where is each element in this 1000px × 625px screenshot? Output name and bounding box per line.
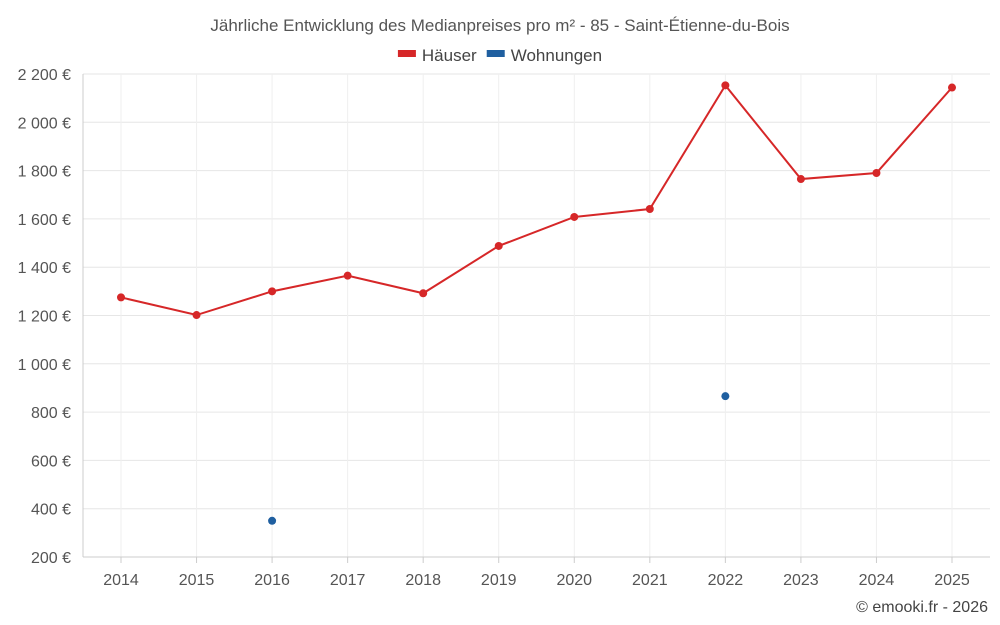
x-tick-label: 2015 xyxy=(179,572,215,589)
x-tick-label: 2025 xyxy=(934,572,970,589)
series-layer xyxy=(117,81,956,525)
data-point-h-user-2024[interactable] xyxy=(872,169,881,178)
legend-item-h-user[interactable]: Häuser xyxy=(397,46,477,65)
y-tick-label: 1 200 € xyxy=(18,309,71,326)
x-tick-label: 2019 xyxy=(481,572,517,589)
x-tick-label: 2023 xyxy=(783,572,819,589)
legend-label-h-user: Häuser xyxy=(422,46,477,65)
x-tick-label: 2016 xyxy=(254,572,290,589)
y-tick-label: 1 000 € xyxy=(18,357,71,374)
x-tick-label: 2021 xyxy=(632,572,668,589)
legend-item-wohnungen[interactable]: Wohnungen xyxy=(486,46,602,65)
legend-swatch-wohnungen xyxy=(486,50,505,57)
x-tick-label: 2017 xyxy=(330,572,366,589)
axes xyxy=(82,74,990,558)
data-point-h-user-2020[interactable] xyxy=(570,212,579,221)
credit-text: © emooki.fr - 2026 xyxy=(856,599,988,616)
y-tick-label: 2 200 € xyxy=(18,67,71,84)
series-line-h-user xyxy=(120,83,953,317)
legend[interactable]: Häuser Wohnungen xyxy=(397,46,602,65)
y-tick-label: 2 000 € xyxy=(18,115,71,132)
data-point-h-user-2018[interactable] xyxy=(419,289,428,298)
y-tick-label: 800 € xyxy=(31,405,71,422)
x-tick-label: 2014 xyxy=(103,572,139,589)
data-point-wohnungen-2016[interactable] xyxy=(268,516,277,525)
data-point-h-user-2014[interactable] xyxy=(117,293,125,302)
data-point-h-user-2016[interactable] xyxy=(268,287,277,296)
data-point-h-user-2023[interactable] xyxy=(796,175,805,184)
data-point-h-user-2022[interactable] xyxy=(721,81,730,90)
data-point-h-user-2017[interactable] xyxy=(343,271,352,280)
data-point-h-user-2025[interactable] xyxy=(948,83,956,92)
data-point-wohnungen-2022[interactable] xyxy=(721,392,730,401)
y-axis-ticks: 200 € 400 € 600 € 800 € 1 000 € 1 200 € 1 400 … xyxy=(18,67,71,567)
x-tick-label: 2020 xyxy=(556,572,592,589)
chart-title: Jährliche Entwicklung des Medianpreises … xyxy=(210,16,789,35)
y-tick-label: 400 € xyxy=(31,502,71,519)
y-tick-label: 1 600 € xyxy=(18,212,71,229)
legend-swatch-h-user xyxy=(397,50,416,57)
y-tick-label: 1 800 € xyxy=(18,164,71,181)
grid-lines xyxy=(83,73,990,558)
y-tick-label: 600 € xyxy=(31,453,71,470)
data-point-h-user-2015[interactable] xyxy=(192,311,201,320)
y-tick-label: 1 400 € xyxy=(18,260,71,277)
x-tick-label: 2024 xyxy=(859,572,895,589)
y-tick-label: 200 € xyxy=(31,550,71,567)
data-point-h-user-2019[interactable] xyxy=(494,241,503,250)
data-point-h-user-2021[interactable] xyxy=(645,204,654,213)
legend-label-wohnungen: Wohnungen xyxy=(511,46,602,65)
x-tick-label: 2018 xyxy=(405,572,441,589)
x-tick-label: 2022 xyxy=(708,572,744,589)
x-axis-ticks: 2014 2015 2016 2017 2018 2019 2020 2021 2022 2023… xyxy=(103,557,970,589)
